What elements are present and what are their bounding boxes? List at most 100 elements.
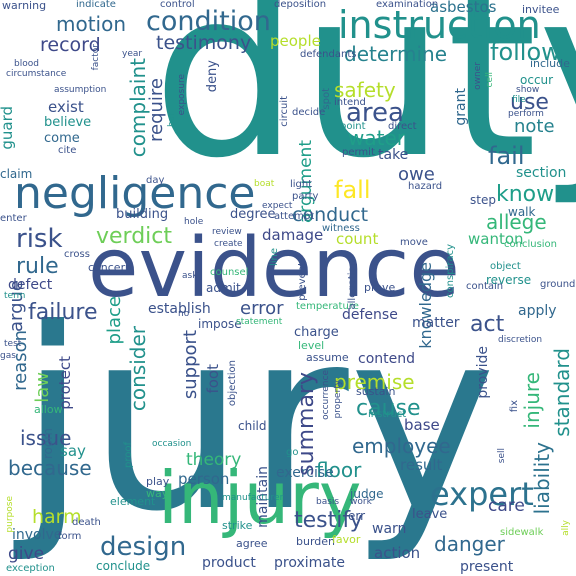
word-allow: room: [41, 428, 55, 460]
word-concern: statement: [236, 317, 283, 327]
word-liability: liability: [530, 442, 554, 515]
word-way: element: [110, 495, 156, 508]
word-degree: building: [116, 207, 169, 222]
word-design: give: [8, 544, 45, 564]
word-move: contain: [466, 281, 504, 292]
word-area: area: [346, 98, 404, 128]
word-apply: apply: [518, 303, 557, 319]
word-conduct: conduct: [292, 204, 369, 226]
word-judge: err: [348, 509, 366, 523]
word-strike: favor: [332, 533, 361, 546]
word-go: play: [146, 475, 170, 488]
word-person: theory: [186, 450, 242, 470]
word-failure: failure: [28, 300, 98, 325]
word-discretion: year: [122, 49, 143, 59]
word-verdict: verdict: [96, 224, 173, 249]
word-know: know: [496, 182, 555, 207]
word-allegation: conspiracy: [445, 244, 456, 298]
word-determine: determine: [344, 42, 448, 66]
word-floor: because: [8, 456, 92, 480]
word-cell: work: [350, 497, 372, 507]
word-proof: test: [4, 339, 22, 349]
word-review: assumption: [54, 85, 107, 95]
word-object: ground: [540, 279, 576, 290]
word-harm: exercise: [276, 465, 334, 481]
word-use: use: [510, 90, 549, 115]
word-file: attempt: [274, 211, 315, 222]
word-take: people: [270, 32, 321, 50]
word-protect: believe: [44, 115, 92, 130]
word-control: defendants: [300, 49, 357, 60]
word-bar: exposure: [177, 74, 187, 116]
word-room: knowledge: [416, 262, 435, 349]
word-year: expect: [262, 201, 293, 211]
word-jury: jury: [18, 275, 497, 566]
word-expect: enter: [0, 213, 27, 224]
word-owe: owe: [398, 164, 435, 185]
word-enter: day: [146, 175, 165, 186]
word-guard: exist: [48, 98, 84, 116]
word-give: care: [488, 496, 525, 516]
word-show: ask: [182, 271, 198, 281]
word-people: come: [44, 131, 80, 146]
word-safety: safety: [334, 78, 396, 102]
word-provide: foot: [204, 364, 222, 394]
word-come: claim: [0, 167, 33, 181]
word-prove: charge: [294, 325, 339, 340]
word-cite: warning: [2, 0, 47, 12]
word-defense: defense: [342, 307, 398, 323]
word-permit: light: [290, 179, 313, 190]
word-complete: ally: [561, 520, 571, 536]
word-injury: injury: [158, 456, 362, 540]
word-prevent: allegation: [347, 260, 358, 310]
word-objection: occurrence: [321, 370, 331, 420]
word-admit: counsel: [210, 267, 249, 278]
word-danger: testify: [294, 508, 363, 533]
word-cause: cause: [356, 396, 421, 421]
word-testimony: testimony: [156, 32, 252, 54]
word-attempt: cross: [64, 249, 90, 260]
word-contend: contend: [358, 351, 415, 367]
word-light: move: [400, 237, 428, 248]
word-no: concern: [88, 261, 132, 274]
word-complaint: consider: [126, 326, 150, 412]
word-present: action: [374, 544, 421, 562]
word-err: allow: [34, 403, 63, 416]
word-allin: no: [178, 309, 190, 319]
word-consider: place: [104, 296, 125, 345]
word-fail: fail: [488, 142, 525, 170]
word-circumstance: control: [160, 0, 195, 10]
word-section: occur: [520, 73, 554, 87]
word-perform: term: [4, 291, 26, 301]
word-error: error: [240, 298, 284, 319]
word-count: count: [336, 230, 379, 248]
word-defendants: spot: [321, 88, 332, 110]
word-defect: provide: [475, 346, 491, 399]
word-statement: show: [516, 85, 540, 95]
word-exception: death: [72, 517, 101, 528]
word-believe: defect: [8, 277, 53, 293]
word-summary: support: [180, 330, 201, 400]
word-exposure: factor: [91, 44, 101, 71]
word-exercise: person: [178, 470, 230, 488]
word-hazard: object: [490, 261, 521, 272]
word-foot: protect: [56, 356, 74, 410]
word-evidence: evidence: [88, 221, 460, 316]
word-warning: examination: [376, 0, 439, 10]
word-intend: point: [340, 121, 366, 132]
word-point: party: [292, 191, 319, 202]
word-injure: injure: [520, 372, 544, 429]
word-because: employee: [352, 434, 451, 458]
word-favor: burden: [296, 535, 336, 548]
word-building: witness: [322, 223, 360, 234]
word-instruction: instruction: [338, 3, 541, 47]
word-walk: step: [470, 193, 496, 207]
word-negligence: negligence: [14, 168, 256, 219]
word-level: assume: [306, 351, 349, 364]
word-work: manufacturer: [222, 493, 284, 503]
word-sell: owner: [473, 62, 483, 90]
word-ask: review: [212, 227, 242, 237]
word-sustain: instruct: [368, 409, 407, 420]
word-conclude: present: [460, 559, 514, 575]
